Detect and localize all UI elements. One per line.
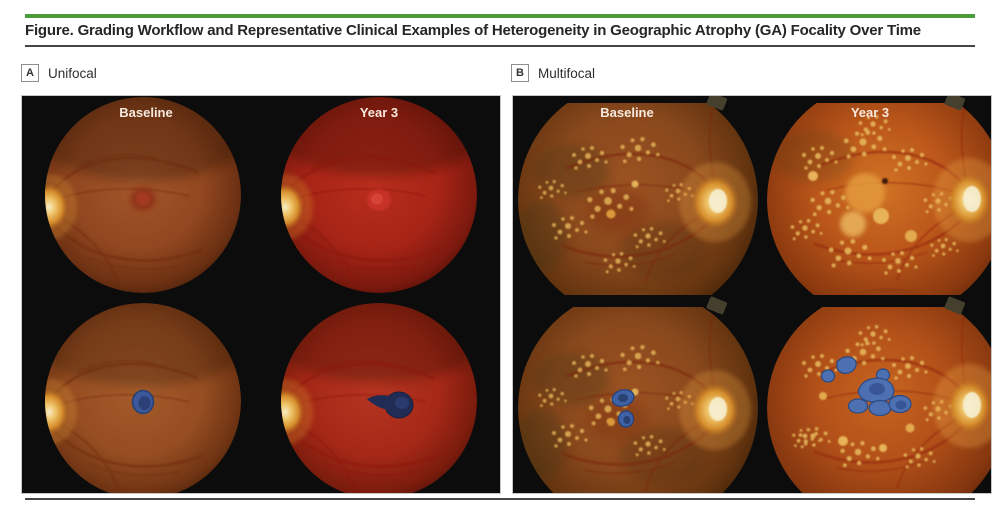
panel-a-fundus-montage — [45, 97, 477, 493]
fundus-photo-a-year3-graded — [281, 303, 477, 493]
figure-panels: Baseline Year 3 — [21, 95, 992, 494]
panel-a-header: A Unifocal — [21, 64, 511, 82]
panel-b-tag: B — [511, 64, 529, 82]
fundus-photo-a-baseline — [45, 97, 241, 293]
macular-mottling — [588, 189, 648, 233]
ga-overlay-multifocal-year3 — [820, 356, 912, 417]
panel-a-label: Unifocal — [48, 65, 97, 81]
image-label-b-baseline: Baseline — [600, 105, 654, 120]
panel-b-header: B Multifocal — [511, 64, 990, 82]
fundus-photo-b-baseline-graded — [518, 288, 758, 493]
fundus-photo-b-year3 — [767, 96, 991, 320]
image-label-b-year3: Year 3 — [850, 105, 890, 120]
fundus-photo-a-baseline-graded — [45, 303, 241, 493]
panel-headers: A Unifocal B Multifocal — [21, 64, 990, 82]
ga-overlay-unifocal-year3 — [367, 391, 414, 419]
panel-b-fundus-montage — [513, 96, 991, 493]
photo-crop-strip — [513, 96, 991, 103]
top-accent-rule — [25, 14, 975, 18]
ga-overlay-multifocal-baseline — [611, 389, 635, 428]
fundus-photo-b-year3-graded — [767, 288, 991, 493]
optic-disc — [281, 389, 304, 435]
large-drusenoid-lesion — [845, 173, 885, 213]
optic-disc — [281, 184, 304, 230]
optic-disc — [45, 184, 68, 230]
image-label-a-baseline: Baseline — [119, 105, 173, 120]
figure-title: Figure. Grading Workflow and Representat… — [25, 22, 921, 39]
panel-b-label: Multifocal — [538, 65, 596, 81]
fundus-photo-b-baseline — [518, 96, 758, 320]
ga-overlay-unifocal-baseline — [131, 389, 155, 415]
optic-disc — [45, 389, 68, 435]
fundus-photo-a-year3 — [281, 97, 477, 293]
image-label-a-year3: Year 3 — [359, 105, 399, 120]
bottom-rule — [25, 498, 975, 500]
camera-notch-tabs — [706, 96, 965, 315]
title-divider — [25, 45, 975, 47]
photo-crop-strip — [513, 295, 991, 307]
panel-a-image-grid: Baseline Year 3 — [21, 95, 501, 494]
panel-b-image-grid: Baseline Year 3 — [512, 95, 992, 494]
panel-a-tag: A — [21, 64, 39, 82]
